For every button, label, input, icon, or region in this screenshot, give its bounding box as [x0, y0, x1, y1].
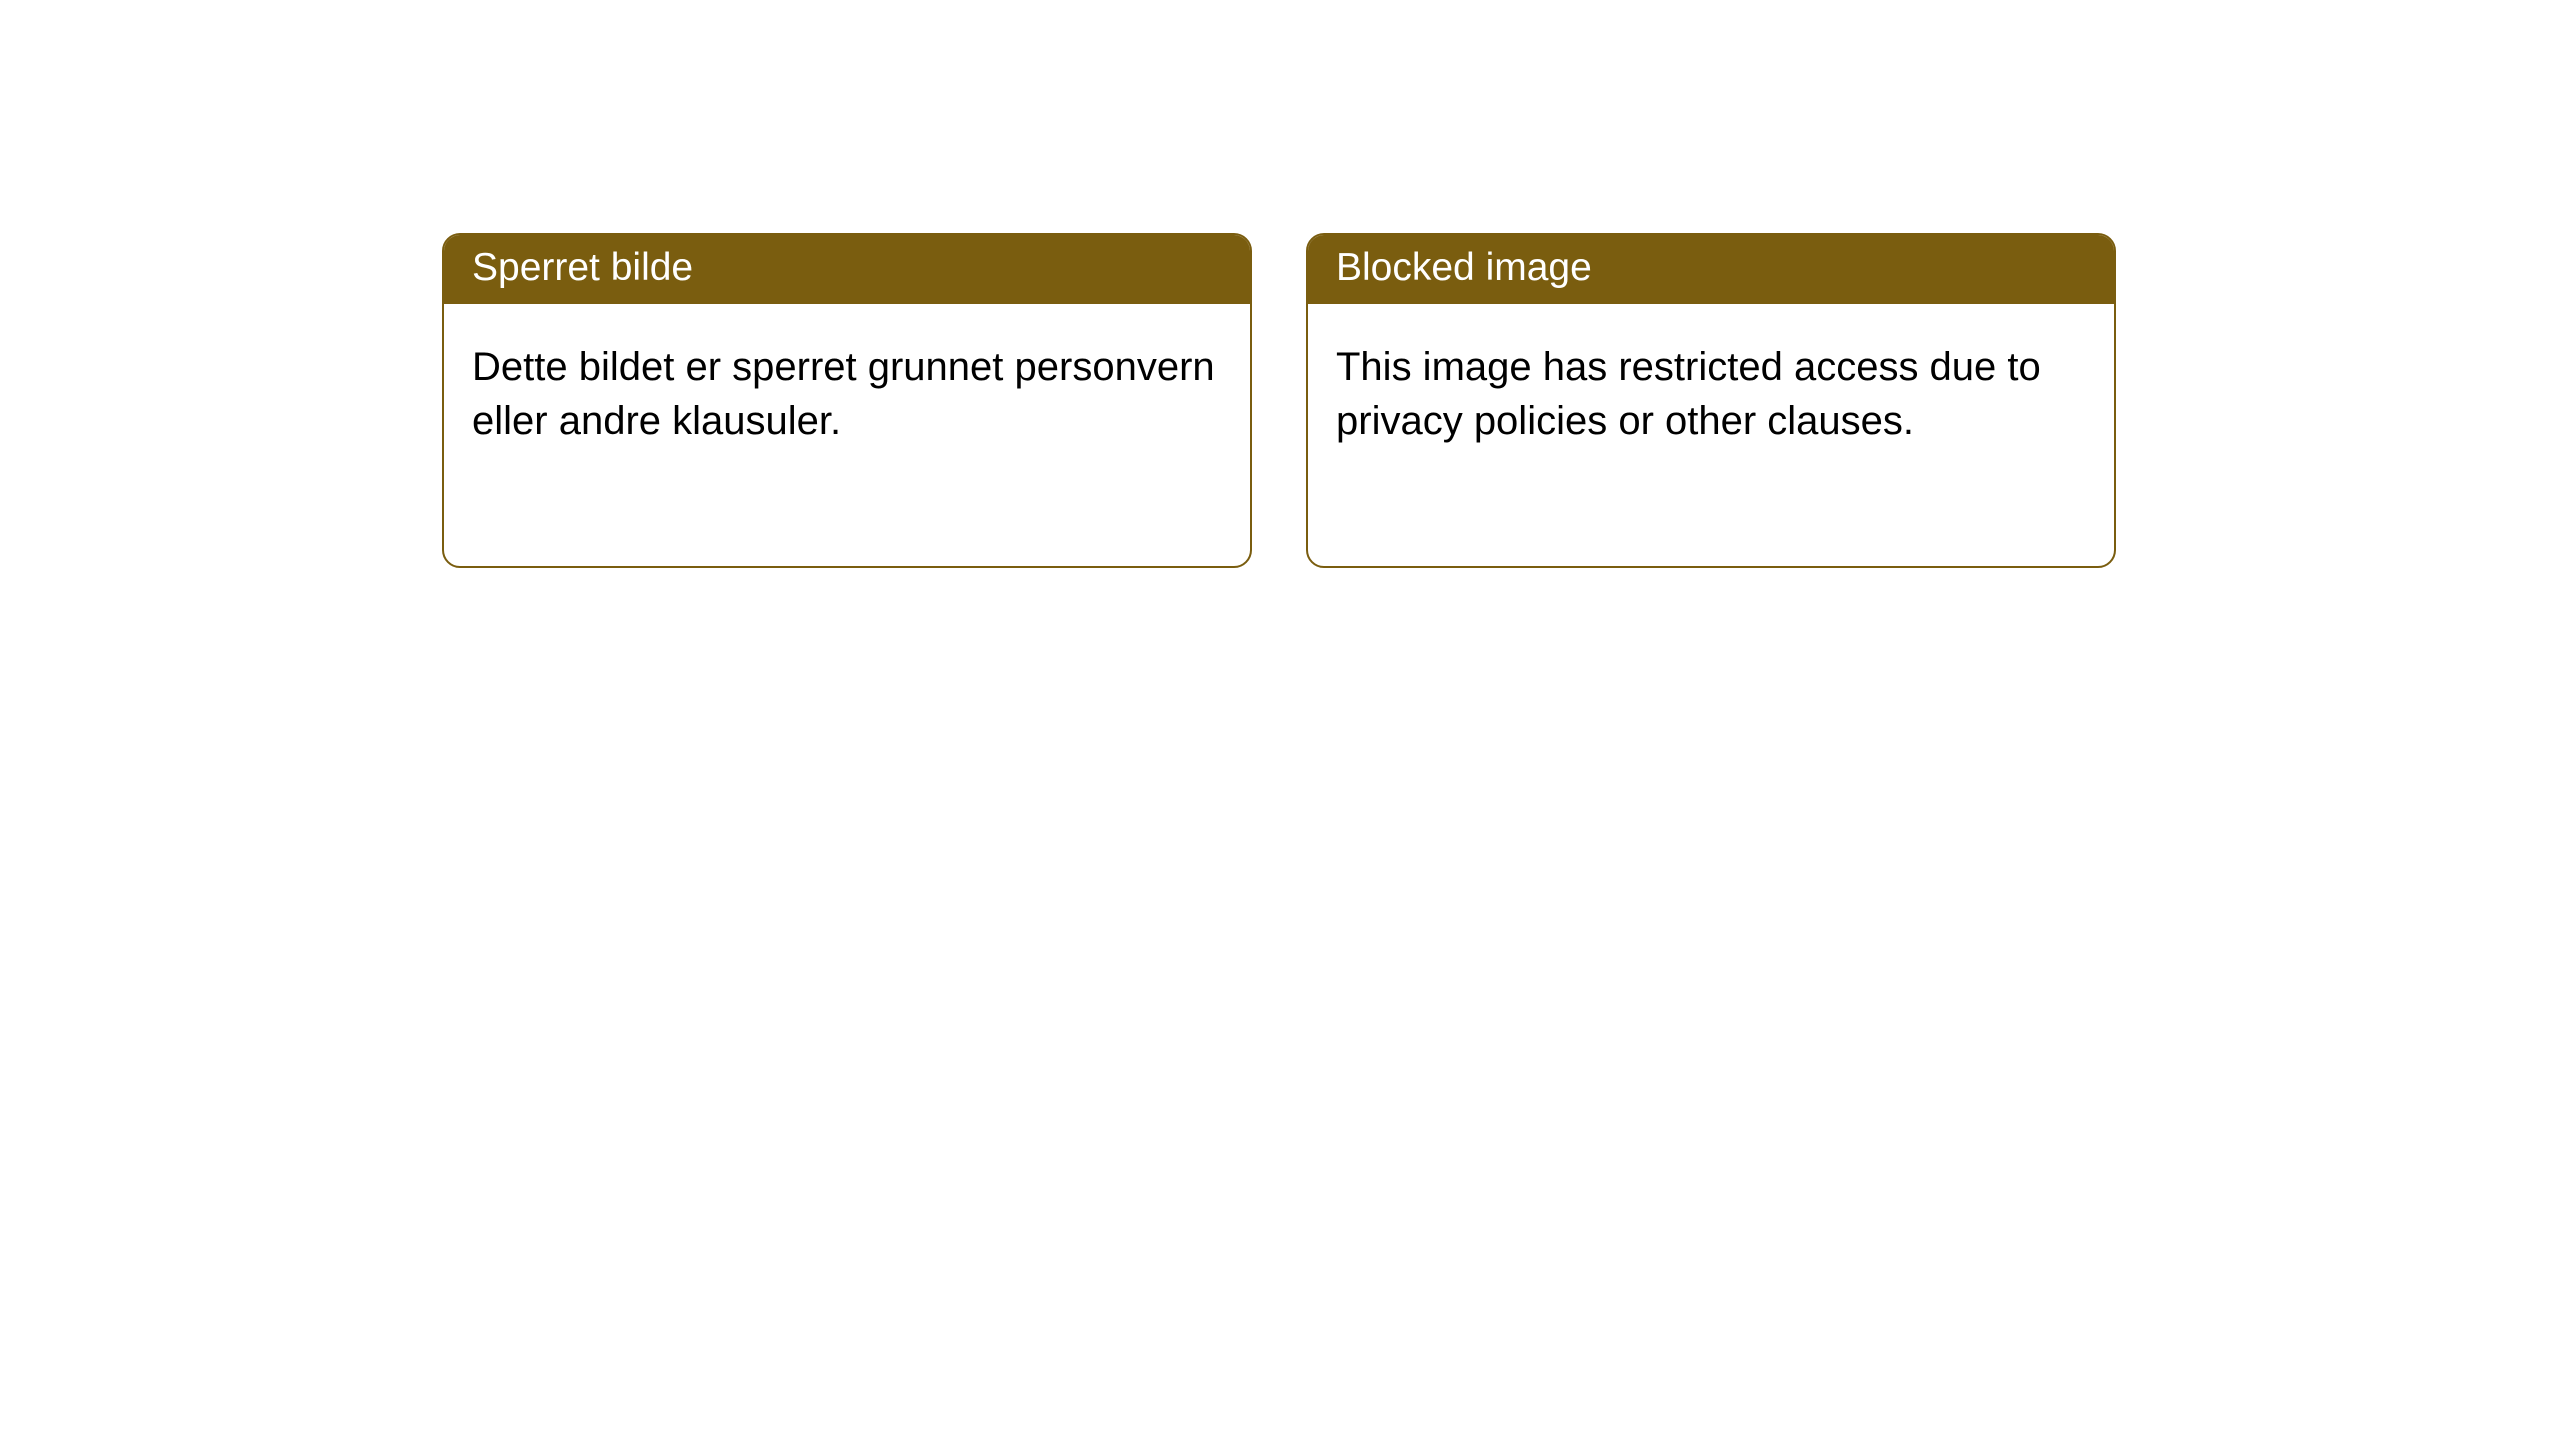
notice-card-english: Blocked image This image has restricted … — [1306, 233, 2116, 568]
notice-body-norwegian: Dette bildet er sperret grunnet personve… — [444, 304, 1250, 484]
notice-card-norwegian: Sperret bilde Dette bildet er sperret gr… — [442, 233, 1252, 568]
notice-header-norwegian: Sperret bilde — [444, 235, 1250, 304]
notice-body-english: This image has restricted access due to … — [1308, 304, 2114, 484]
notice-header-english: Blocked image — [1308, 235, 2114, 304]
notice-container: Sperret bilde Dette bildet er sperret gr… — [0, 0, 2560, 568]
